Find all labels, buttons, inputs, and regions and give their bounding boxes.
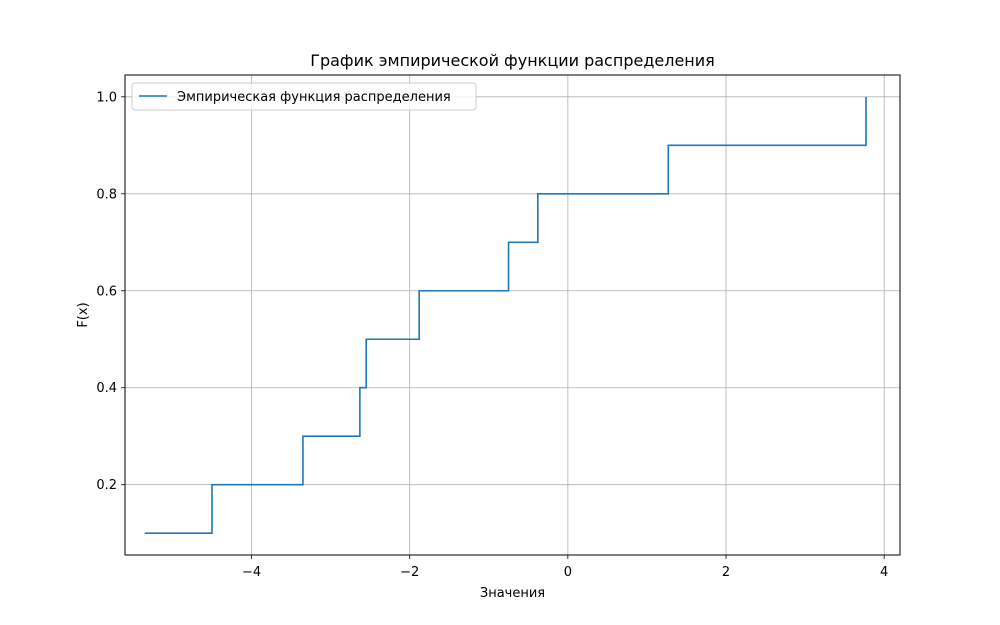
series-line <box>144 96 867 534</box>
y-tick-label: 0.6 <box>96 284 117 299</box>
legend: Эмпирическая функция распределения <box>131 82 477 111</box>
legend-box <box>131 82 477 111</box>
series-layer <box>144 96 867 534</box>
legend-label: Эмпирическая функция распределения <box>177 90 451 105</box>
x-tick-label: −2 <box>400 565 419 580</box>
x-tick-label: −4 <box>242 565 261 580</box>
x-tick-label: 0 <box>564 565 572 580</box>
y-axis-label: F(x) <box>76 302 91 327</box>
y-tick-label: 0.4 <box>96 381 117 396</box>
grid <box>125 75 900 555</box>
y-tick-label: 0.2 <box>96 478 117 493</box>
y-tick-label: 0.8 <box>96 187 117 202</box>
x-tick-label: 2 <box>722 565 730 580</box>
chart-title: График эмпирической функции распределени… <box>310 51 715 70</box>
x-tick-label: 4 <box>880 565 888 580</box>
x-axis-label: Значения <box>480 586 545 601</box>
y-tick-label: 1.0 <box>96 90 117 105</box>
axes-frame <box>124 74 901 556</box>
ticks: −4 −2 0 2 4 0.2 0.4 0.6 0.8 1.0 <box>96 90 888 580</box>
